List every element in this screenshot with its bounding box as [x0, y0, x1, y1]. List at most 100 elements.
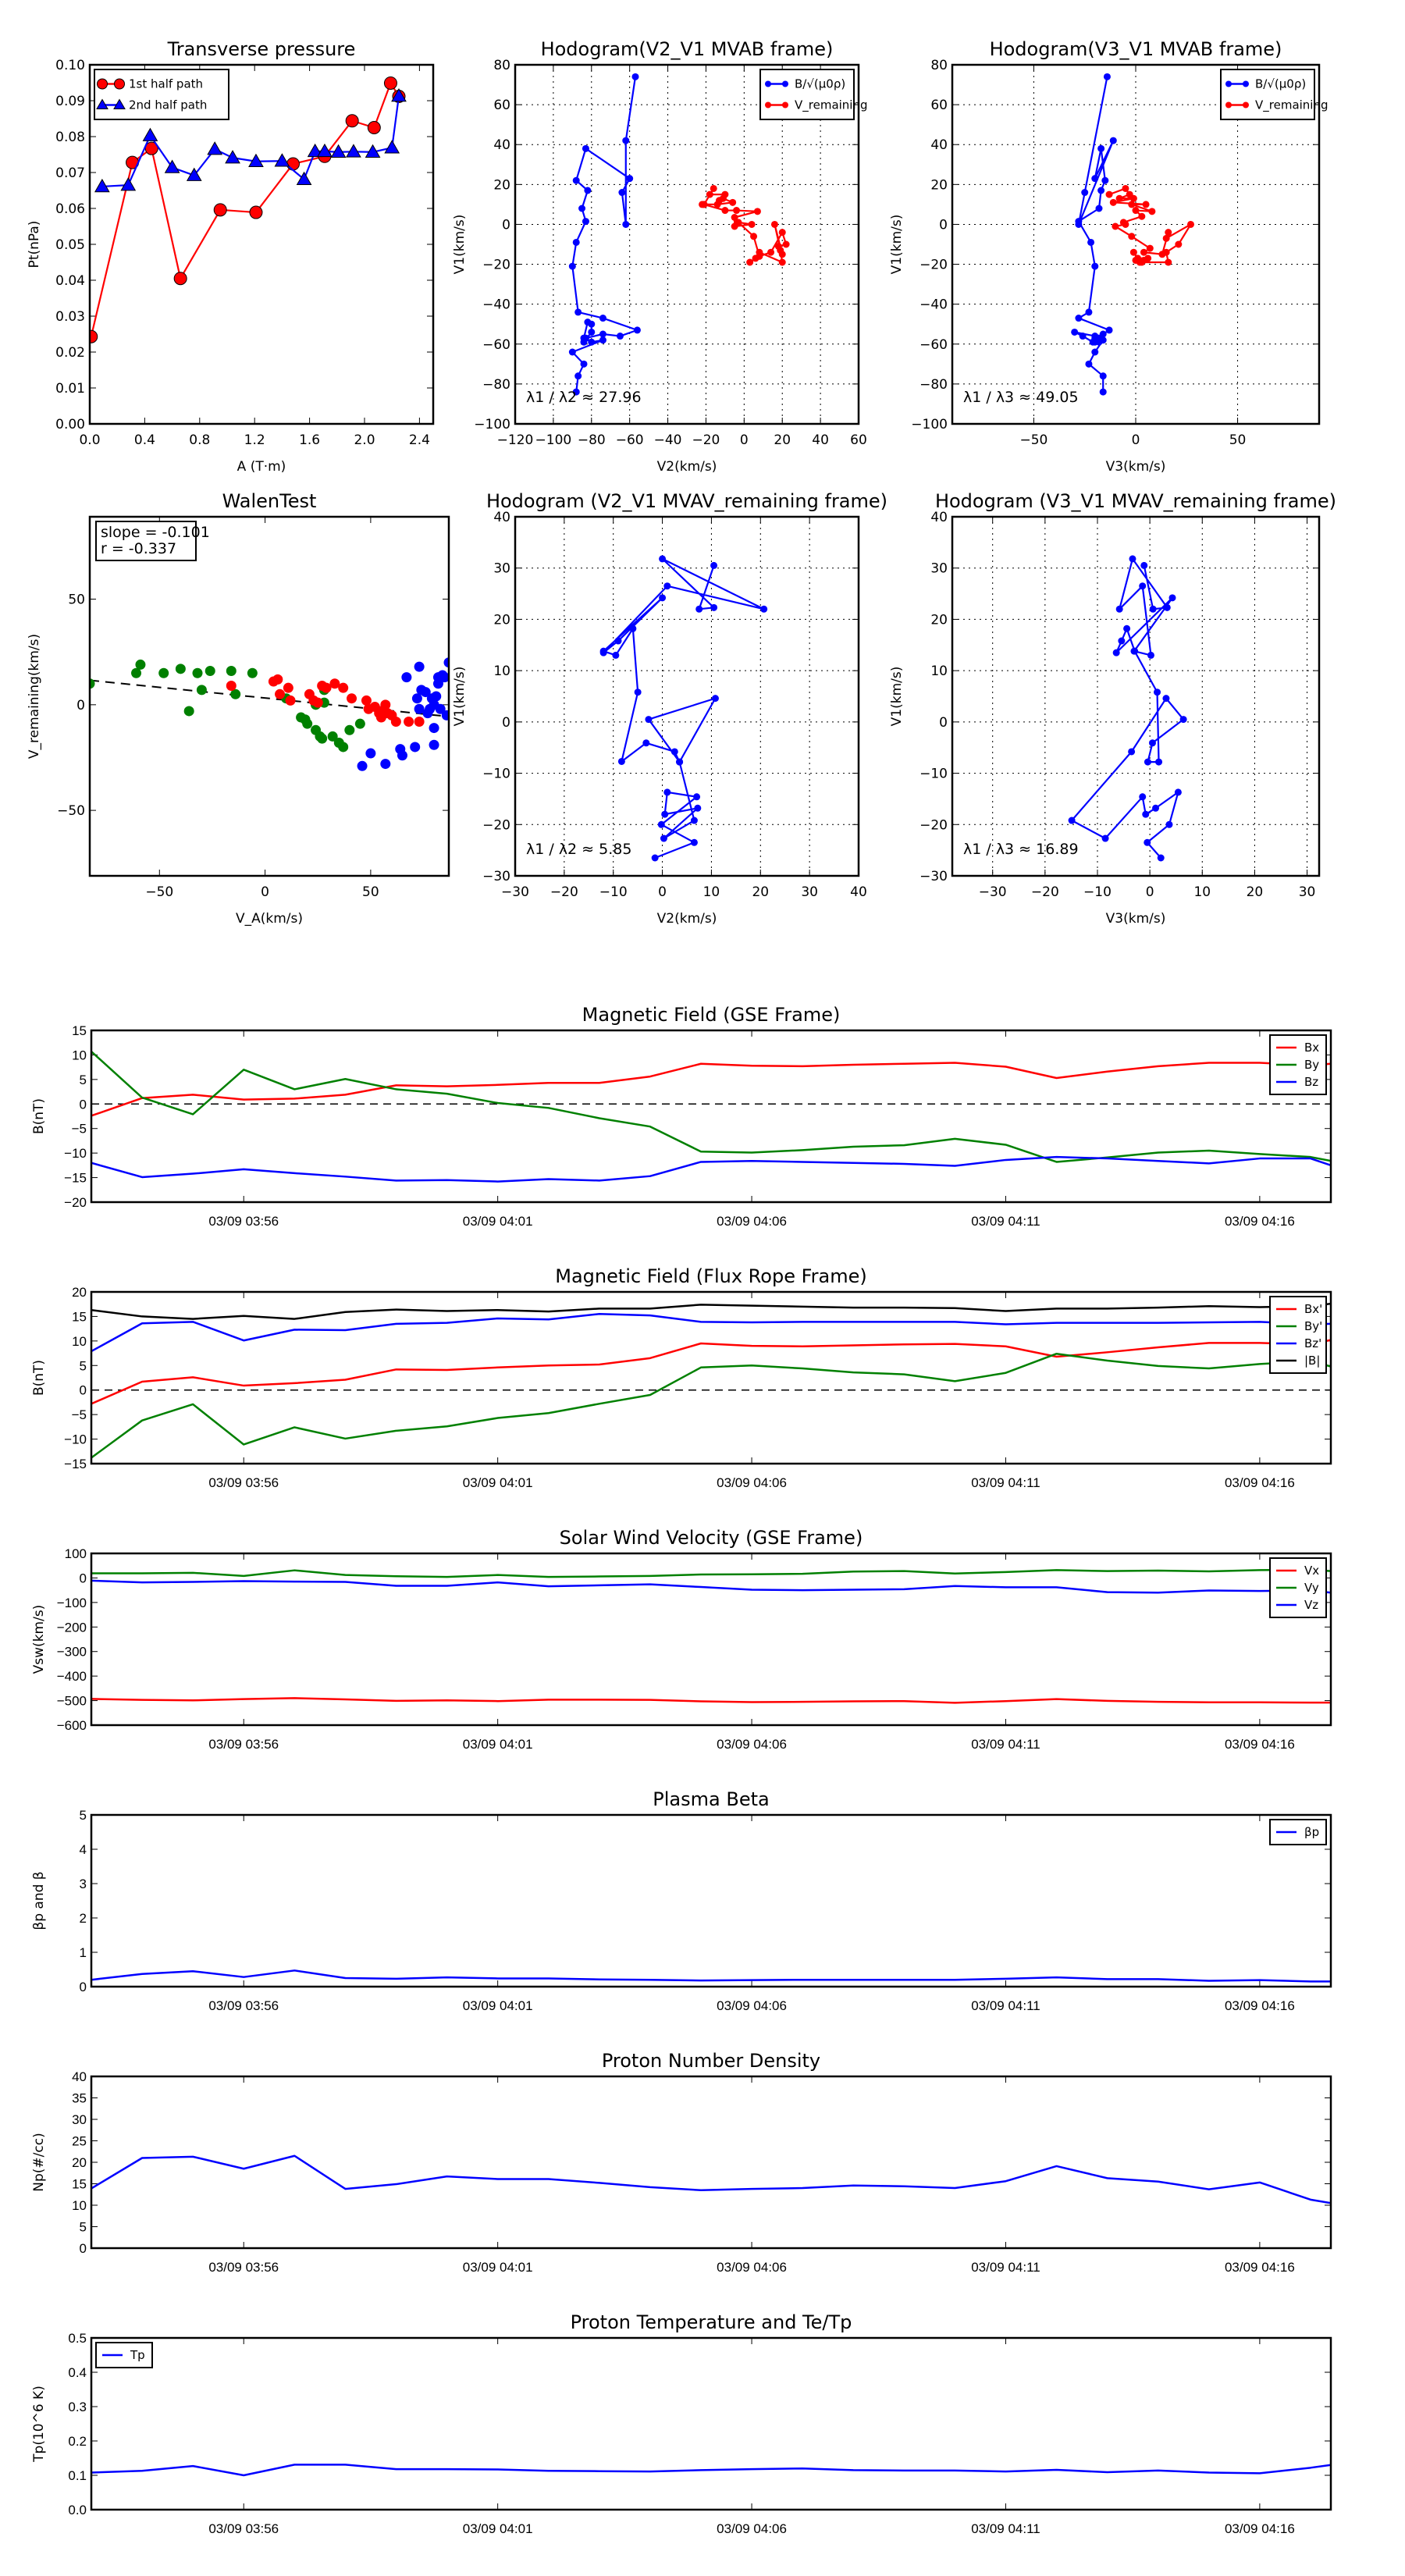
x-tick-label: 03/09 03:56: [208, 2260, 279, 2275]
y-tick-label: 0: [76, 698, 85, 713]
data-point: [391, 88, 407, 102]
chart-title: Proton Temperature and Te/Tp: [571, 2311, 852, 2333]
data-point: [1129, 194, 1137, 202]
axes-frame: [90, 1813, 1332, 1988]
y-tick-label: 15: [72, 1023, 87, 1038]
x-tick-label: 03/09 03:56: [208, 1475, 279, 1490]
data-point: [572, 176, 580, 184]
data-point: [1079, 333, 1087, 340]
y-tick-label: 0.3: [68, 2400, 87, 2414]
data-point: [1174, 788, 1182, 796]
legend-label: B/√(μ0ρ): [1255, 77, 1306, 91]
series-line-bx: [91, 1339, 1331, 1405]
data-point: [710, 184, 717, 192]
data-point: [205, 666, 215, 677]
y-tick-label: −80: [482, 377, 510, 393]
y-tick-label: 0.4: [68, 2365, 87, 2380]
data-point: [1140, 561, 1148, 569]
y-tick-label: 20: [930, 177, 948, 193]
x-tick-label: 03/09 04:01: [463, 1214, 533, 1229]
data-point: [414, 661, 425, 672]
y-tick-label: −100: [57, 1596, 87, 1610]
x-tick-label: 03/09 04:06: [717, 1475, 787, 1490]
y-tick-label: 0.02: [55, 345, 85, 361]
data-point: [659, 594, 667, 602]
data-point: [226, 680, 237, 691]
y-axis-label: V1(km/s): [889, 215, 905, 275]
y-tick-label: 0.05: [55, 237, 85, 253]
x-tick-label: 0: [1146, 884, 1154, 900]
plot-area: [1068, 555, 1187, 862]
data-point: [1162, 234, 1170, 242]
data-point: [659, 555, 667, 563]
y-tick-label: 40: [930, 510, 948, 525]
data-point: [622, 137, 630, 144]
legend-item: B/√(μ0ρ): [765, 77, 845, 91]
series-line-vx: [91, 1697, 1331, 1704]
axes-frame: [514, 63, 860, 425]
series-line-tp: [91, 2464, 1331, 2477]
data-point: [760, 605, 768, 613]
legend-marker: [1243, 101, 1249, 109]
x-axis-label: V2(km/s): [657, 911, 717, 927]
data-point: [1134, 254, 1142, 262]
legend-item: By: [1276, 1058, 1319, 1072]
data-point: [767, 248, 775, 256]
data-point: [711, 695, 719, 703]
axes-frame: [88, 515, 450, 877]
data-point: [572, 388, 580, 396]
data-point: [312, 697, 323, 708]
data-point: [357, 760, 368, 771]
data-point: [1105, 190, 1113, 198]
x-tick-label: 03/09 04:06: [717, 2260, 787, 2275]
y-tick-label: 30: [930, 561, 948, 577]
data-point: [327, 731, 338, 742]
data-point: [317, 733, 328, 744]
data-point: [1128, 748, 1136, 756]
y-tick-label: −80: [919, 377, 948, 393]
y-tick-label: 20: [493, 177, 510, 193]
y-tick-label: 40: [930, 137, 948, 153]
legend: Vx Vy Vz: [1269, 1557, 1327, 1618]
data-point: [756, 248, 763, 256]
plot-area: [91, 1969, 1331, 1983]
y-tick-label: 5: [80, 1358, 87, 1373]
data-point: [645, 716, 653, 724]
data-point: [1142, 810, 1150, 818]
data-point: [384, 140, 400, 154]
plot-area: [90, 76, 407, 343]
plot-area: [90, 657, 449, 771]
data-point: [1123, 624, 1131, 632]
y-tick-label: 60: [493, 98, 510, 113]
series-line-bx: [91, 1062, 1331, 1117]
data-point: [1162, 695, 1170, 703]
data-point: [626, 175, 634, 183]
y-tick-label: 10: [72, 1048, 87, 1062]
y-tick-label: 1: [80, 1945, 87, 1960]
y-tick-label: −400: [57, 1669, 87, 1684]
data-point: [1128, 201, 1136, 208]
data-point: [192, 667, 203, 678]
x-tick-label: −30: [501, 884, 529, 900]
data-point: [588, 328, 596, 336]
data-point: [248, 153, 264, 167]
data-point: [676, 758, 684, 766]
x-tick-label: 0: [1132, 432, 1140, 448]
x-tick-label: 0.4: [134, 432, 155, 448]
x-tick-label: 03/09 04:01: [463, 2260, 533, 2275]
data-point: [1112, 649, 1120, 656]
data-point: [693, 793, 701, 801]
x-tick-label: 20: [774, 432, 791, 448]
x-tick-label: 1.6: [299, 432, 320, 448]
data-point: [1131, 647, 1139, 655]
legend-item: Tp: [102, 2348, 145, 2362]
data-point: [719, 194, 727, 202]
legend-frame: [94, 69, 229, 120]
data-point: [414, 703, 425, 714]
stats-box: [95, 521, 197, 561]
x-tick-label: 03/09 04:01: [463, 1475, 533, 1490]
data-point: [706, 190, 713, 198]
x-tick-label: 50: [1229, 432, 1247, 448]
axes-frame: [90, 2075, 1332, 2250]
y-tick-label: −40: [482, 297, 510, 313]
